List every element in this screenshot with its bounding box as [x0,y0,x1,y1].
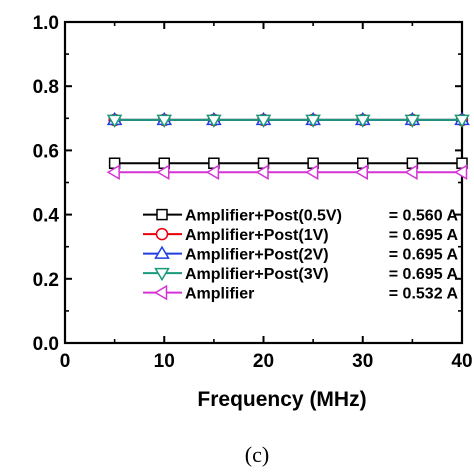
x-axis-ticks: 0 10 20 30 40 [60,22,473,372]
legend-marker [155,227,169,241]
legend-label: Amplifier [185,286,254,303]
data-point [404,164,418,181]
y-axis-ticks: 0.0 0.2 0.4 0.6 0.8 1.0 [33,13,462,355]
legend-marker [154,245,170,259]
legend-item: Amplifier+Post(3V) = 0.695 A [143,266,458,283]
x-tick-label: 40 [451,351,472,372]
legend-marker [156,208,168,221]
data-point [454,164,468,181]
data-point [156,114,173,128]
series-1 [108,157,468,169]
y-tick-label: 1.0 [33,13,59,34]
y-tick-label: 0.4 [33,206,60,227]
data-point [305,164,319,181]
legend-item: Amplifier+Post(0.5V) = 0.560 A [143,208,458,225]
y-tick-label: 0.6 [33,141,59,162]
x-tick-label: 10 [154,351,175,372]
data-point [255,164,269,181]
legend-item: Amplifier = 0.532 A [143,284,459,303]
series-5 [106,164,468,181]
data-point [255,114,272,128]
legend-label: Amplifier+Post(3V) [185,266,329,283]
x-tick-label: 30 [352,351,373,372]
legend-item: Amplifier+Post(1V) = 0.695 A [143,227,458,244]
data-point [205,164,220,181]
figure-caption: (c) [245,442,269,467]
legend-item: Amplifier+Post(2V) = 0.695 A [143,245,459,264]
data-point [156,164,170,181]
legend-value: = 0.695 A [389,266,459,283]
legend-value: = 0.695 A [389,247,459,264]
x-axis-title: Frequency (MHz) [197,388,366,411]
y-tick-label: 0.0 [33,334,59,355]
legend-marker [154,284,168,301]
legend-label: Amplifier+Post(2V) [185,247,329,264]
legend-value: = 0.560 A [389,208,459,225]
data-point [305,114,321,128]
data-point [206,114,222,128]
y-tick-label: 0.2 [33,270,59,291]
legend-marker [154,267,170,282]
x-tick-label: 20 [253,351,274,372]
data-point [404,114,421,128]
series-layer [106,111,470,181]
legend: Amplifier+Post(0.5V) = 0.560 AAmplifier+P… [143,208,458,303]
legend-label: Amplifier+Post(0.5V) [185,208,342,225]
data-point [354,114,371,128]
data-point [454,114,470,128]
legend-label: Amplifier+Post(1V) [185,227,329,244]
data-point [354,164,368,181]
x-tick-label: 0 [60,351,71,372]
data-point [106,164,120,181]
series-4 [106,114,470,128]
y-tick-label: 0.8 [33,77,59,98]
legend-value: = 0.695 A [389,227,459,244]
legend-value: = 0.532 A [389,286,459,303]
data-point [106,114,123,128]
